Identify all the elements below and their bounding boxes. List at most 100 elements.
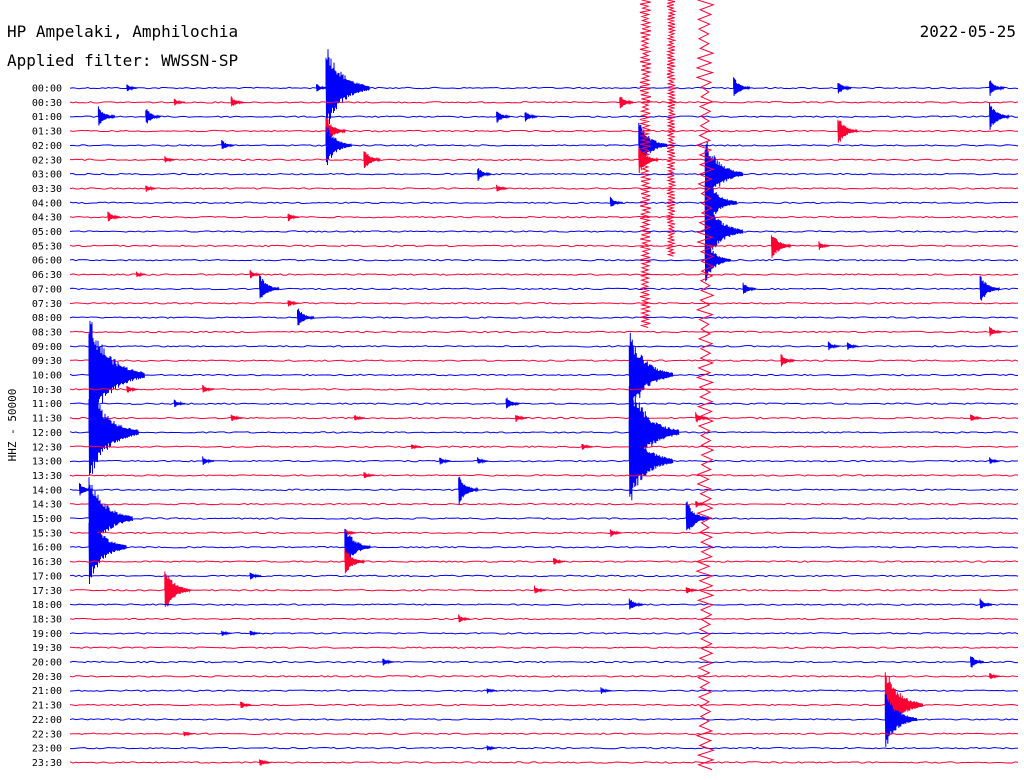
trace-line xyxy=(69,354,1019,367)
trace-lines xyxy=(69,49,1019,766)
time-tick-label: 13:30 xyxy=(32,471,62,482)
time-tick-label: 03:00 xyxy=(32,170,62,181)
time-tick-label: 19:30 xyxy=(32,643,62,654)
time-tick-label: 02:00 xyxy=(32,141,62,152)
trace-line xyxy=(69,412,1019,423)
date-label: 2022-05-25 xyxy=(920,22,1016,41)
trace-line xyxy=(69,117,1019,146)
trace-line xyxy=(69,656,1019,668)
time-tick-label: 01:30 xyxy=(32,127,62,138)
time-tick-label: 21:00 xyxy=(32,686,62,697)
time-tick-label: 04:00 xyxy=(32,198,62,209)
time-tick-label: 04:30 xyxy=(32,213,62,224)
trace-line xyxy=(69,242,1019,282)
trace-line xyxy=(69,745,1019,751)
filter-subtitle: Applied filter: WWSSN-SP xyxy=(7,51,238,70)
time-tick-label: 20:30 xyxy=(32,672,62,683)
time-tick-label: 06:00 xyxy=(32,256,62,267)
trace-line xyxy=(69,385,1019,476)
trace-line xyxy=(69,211,1019,222)
trace-line xyxy=(69,646,1019,649)
trace-line xyxy=(69,320,1019,429)
trace-line xyxy=(69,341,1019,351)
time-tick-labels: 00:00 00:30 01:00 01:30 02:00 02:30 03:00 03:30… xyxy=(32,84,62,769)
time-tick-label: 00:00 xyxy=(32,84,62,95)
trace-line xyxy=(69,572,1019,580)
trace-line xyxy=(69,673,1019,679)
trace-line xyxy=(69,614,1019,623)
trace-line xyxy=(69,419,1019,501)
time-tick-label: 17:30 xyxy=(32,586,62,597)
station-title: HP Ampelaki, Amphilochia xyxy=(7,22,238,41)
time-tick-label: 13:00 xyxy=(32,457,62,468)
trace-line xyxy=(69,694,1019,747)
trace-line xyxy=(69,300,1019,307)
time-tick-label: 07:30 xyxy=(32,299,62,310)
time-tick-label: 09:00 xyxy=(32,342,62,353)
trace-line xyxy=(69,443,1019,450)
time-tick-label: 21:30 xyxy=(32,701,62,712)
trace-line xyxy=(69,731,1019,737)
trace-line xyxy=(69,547,1019,574)
trace-line xyxy=(69,184,1019,192)
trace-line xyxy=(69,235,1019,259)
trace-line xyxy=(69,672,1019,733)
time-tick-label: 18:30 xyxy=(32,614,62,625)
time-tick-label: 12:00 xyxy=(32,428,62,439)
trace-line xyxy=(69,141,1019,204)
trace-line xyxy=(69,598,1019,610)
time-tick-label: 00:30 xyxy=(32,98,62,109)
channel-axis-label: HHZ - 50000 xyxy=(6,389,19,462)
trace-line xyxy=(69,326,1019,337)
time-tick-label: 18:00 xyxy=(32,600,62,611)
trace-line xyxy=(69,147,1019,174)
trace-line xyxy=(69,687,1019,694)
major-event-traces xyxy=(638,0,716,771)
time-tick-label: 02:30 xyxy=(32,155,62,166)
trace-line xyxy=(69,630,1019,637)
trace-line xyxy=(69,472,1019,479)
trace-line xyxy=(69,384,1019,393)
trace-line xyxy=(69,199,1019,260)
time-tick-label: 22:00 xyxy=(32,715,62,726)
time-tick-label: 10:00 xyxy=(32,371,62,382)
time-tick-label: 09:30 xyxy=(32,356,62,367)
time-tick-label: 17:00 xyxy=(32,571,62,582)
time-tick-label: 23:00 xyxy=(32,744,62,755)
time-tick-label: 23:30 xyxy=(32,758,62,769)
trace-line xyxy=(69,122,1019,166)
time-tick-label: 12:30 xyxy=(32,442,62,453)
time-tick-label: 11:30 xyxy=(32,414,62,425)
trace-line xyxy=(69,571,1019,608)
trace-line xyxy=(69,477,1019,557)
trace-line xyxy=(69,181,1019,226)
time-tick-label: 05:00 xyxy=(32,227,62,238)
time-tick-label: 05:30 xyxy=(32,241,62,252)
time-tick-label: 15:30 xyxy=(32,528,62,539)
major-event-trace xyxy=(638,0,653,328)
time-tick-label: 20:00 xyxy=(32,658,62,669)
time-tick-label: 08:00 xyxy=(32,313,62,324)
major-event-trace xyxy=(695,0,716,771)
trace-line xyxy=(70,501,1019,508)
trace-line xyxy=(69,513,1019,585)
time-tick-label: 10:30 xyxy=(32,385,62,396)
trace-line xyxy=(69,759,1019,766)
trace-line xyxy=(69,49,1019,125)
time-tick-label: 14:00 xyxy=(32,485,62,496)
time-tick-label: 11:00 xyxy=(32,399,62,410)
trace-line xyxy=(69,102,1019,130)
trace-line xyxy=(69,269,1019,279)
major-event-trace xyxy=(665,0,677,257)
trace-line xyxy=(69,275,1019,301)
trace-line xyxy=(69,476,1019,505)
time-tick-label: 01:00 xyxy=(32,112,62,123)
time-tick-label: 19:00 xyxy=(32,629,62,640)
trace-line xyxy=(69,529,1019,538)
time-tick-label: 16:30 xyxy=(32,557,62,568)
time-tick-label: 03:30 xyxy=(32,184,62,195)
trace-line xyxy=(69,96,1019,109)
time-tick-label: 08:30 xyxy=(32,327,62,338)
time-tick-label: 16:00 xyxy=(32,543,62,554)
